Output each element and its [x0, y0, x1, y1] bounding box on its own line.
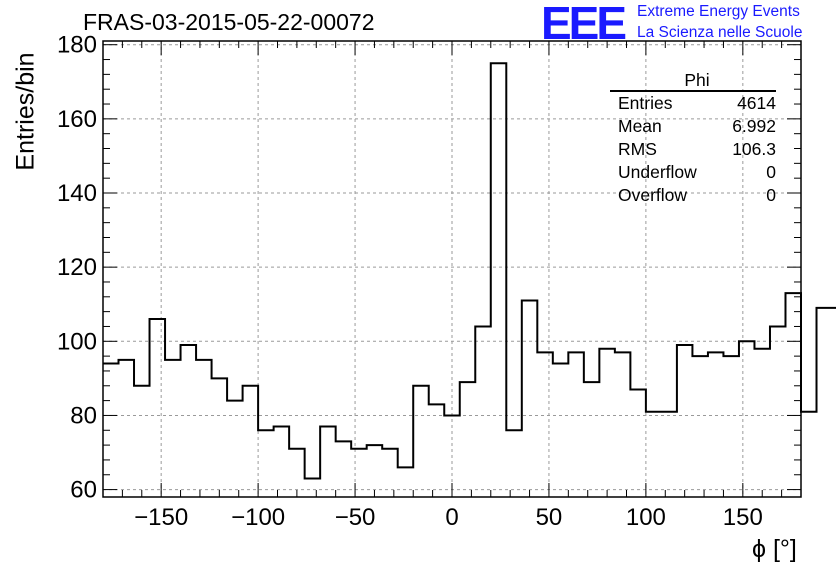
x-tick-label: 0 [445, 504, 458, 531]
run-title: FRAS-03-2015-05-22-00072 [83, 9, 375, 35]
stats-row: Overflow 0 [610, 184, 776, 207]
eee-logo: EEE [541, 0, 627, 49]
stats-row: RMS 106.3 [610, 138, 776, 161]
stats-label: Mean [618, 116, 662, 136]
stats-row: Entries 4614 [610, 92, 776, 115]
y-axis-label: Entries/bin [11, 52, 40, 171]
x-tick-label: 150 [723, 504, 763, 531]
y-tick-label: 100 [57, 328, 97, 355]
stats-row: Underflow 0 [610, 161, 776, 184]
logo-line-2: La Scienza nelle Scuole [637, 24, 803, 41]
stats-value: 6.992 [732, 116, 776, 136]
x-tick-label: −100 [231, 504, 285, 531]
y-tick-label: 160 [57, 106, 97, 133]
y-tick-label: 140 [57, 180, 97, 207]
stats-value: 0 [766, 162, 776, 182]
stats-value: 4614 [737, 93, 776, 113]
stats-label: Overflow [618, 185, 688, 205]
stats-row: Mean 6.992 [610, 115, 776, 138]
stats-value: 0 [766, 185, 776, 205]
stats-label: Entries [618, 93, 673, 113]
y-tick-label: 60 [70, 477, 97, 504]
stats-label: Underflow [618, 162, 697, 182]
y-tick-label: 180 [57, 32, 97, 59]
x-tick-label: −150 [134, 504, 188, 531]
y-tick-label: 120 [57, 254, 97, 281]
stats-box: Phi Entries 4614 Mean 6.992 RMS 106.3 Un… [610, 70, 776, 207]
x-tick-label: 50 [536, 504, 563, 531]
histogram-line [103, 62, 836, 480]
stats-box-title: Phi [610, 70, 776, 92]
y-tick-label: 80 [70, 402, 97, 429]
stats-label: RMS [618, 139, 657, 159]
x-tick-label: 100 [626, 504, 666, 531]
stats-value: 106.3 [732, 139, 776, 159]
logo-line-1: Extreme Energy Events [637, 3, 800, 20]
x-tick-label: −50 [335, 504, 376, 531]
x-axis-label: ϕ [°] [752, 535, 797, 563]
